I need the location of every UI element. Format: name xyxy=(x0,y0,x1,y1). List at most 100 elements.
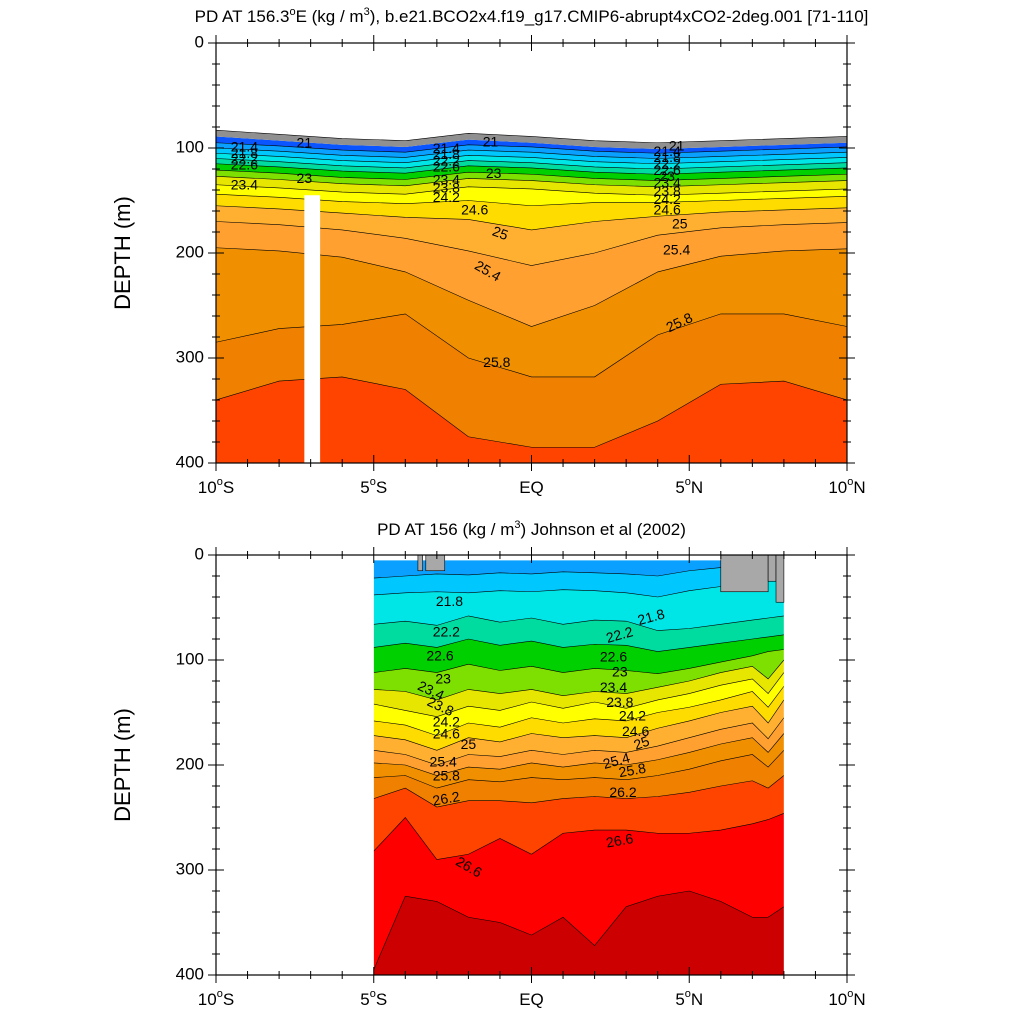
density-band xyxy=(373,649,784,700)
contour-label: 24.2 xyxy=(619,707,646,723)
contour-line xyxy=(373,686,785,736)
contour-label: 22.6 xyxy=(433,159,460,175)
x-tick-main: 10 xyxy=(198,478,217,497)
x-tick-degree: o xyxy=(370,476,376,488)
x-tick-main: 5 xyxy=(675,478,684,497)
x-tick-label: 5oN xyxy=(675,988,703,1009)
contour-label: 25 xyxy=(490,223,510,243)
contour-label: 24.6 xyxy=(622,723,649,739)
contour-label: 23.4 xyxy=(433,171,460,187)
contour-label: 24.2 xyxy=(433,714,460,730)
contour-line xyxy=(373,733,785,776)
contour-line xyxy=(373,659,785,701)
density-band xyxy=(216,205,847,266)
contour-label: 23 xyxy=(435,671,451,687)
contour-label: 26.6 xyxy=(605,830,635,851)
density-band xyxy=(216,148,847,164)
contour-line xyxy=(373,649,784,674)
density-band xyxy=(216,376,847,463)
contour-label: 21 xyxy=(483,133,499,149)
contour-label: 23.4 xyxy=(600,679,627,695)
x-tick-degree: o xyxy=(685,476,691,488)
contour-label: 25.8 xyxy=(483,354,510,370)
contour-label: 24.6 xyxy=(461,202,488,218)
x-tick-degree: o xyxy=(685,988,691,1000)
contour-label: 25.4 xyxy=(663,242,690,258)
x-tick-degree: o xyxy=(370,988,376,1000)
chart-title: PD AT 156.3oE (kg / m3), b.e21.BCO2x4.f1… xyxy=(195,6,869,26)
contour-label: 26.2 xyxy=(609,784,636,800)
contour-label: 22.2 xyxy=(604,623,635,646)
x-tick-main: 5 xyxy=(360,478,369,497)
contour-line xyxy=(216,169,847,181)
density-band xyxy=(373,561,784,597)
title-part: ), b.e21.BCO2x4.f19_g17.CMIP6-abrupt4xCO… xyxy=(370,7,869,26)
y-tick-label: 400 xyxy=(176,452,204,471)
contour-label: 22.2 xyxy=(433,152,460,168)
contour-label: 21 xyxy=(297,135,313,151)
contour-line xyxy=(216,193,847,207)
x-tick-main: EQ xyxy=(519,990,544,1009)
density-band xyxy=(216,136,847,154)
density-band xyxy=(216,158,847,175)
density-band xyxy=(373,576,784,631)
title-part: 3 xyxy=(364,6,370,18)
x-tick-hemisphere: S xyxy=(376,990,387,1009)
contour-line xyxy=(373,672,785,718)
x-tick-label: 5oN xyxy=(675,476,703,497)
contour-label: 24.2 xyxy=(433,189,460,205)
contour-line xyxy=(373,717,785,766)
contour-label: 23.4 xyxy=(231,177,258,193)
title-part: o xyxy=(289,6,295,18)
density-band xyxy=(373,686,784,751)
contour-label: 24.6 xyxy=(433,725,460,741)
x-tick-label: 5oS xyxy=(360,476,387,497)
contour-line xyxy=(373,699,785,751)
y-tick-label: 0 xyxy=(195,544,204,563)
contour-line xyxy=(216,205,847,231)
contour-line xyxy=(216,221,847,266)
y-tick-label: 200 xyxy=(176,754,204,773)
x-tick-hemisphere: S xyxy=(376,478,387,497)
missing-data xyxy=(767,555,777,582)
title-part: E (kg / m xyxy=(296,7,364,26)
density-band xyxy=(216,194,847,230)
x-tick-main: EQ xyxy=(519,478,544,497)
y-tick-label: 0 xyxy=(195,32,204,51)
contour-line xyxy=(373,813,785,860)
contour-label: 22.2 xyxy=(231,150,258,166)
contour-label: 22.6 xyxy=(600,649,627,665)
contour-line xyxy=(373,634,784,652)
contour-line xyxy=(373,775,785,808)
contour-label: 24.6 xyxy=(654,202,681,218)
plot-area: 2121.421.822.222.62323.42121.421.822.222… xyxy=(216,129,847,463)
contour-label: 23.4 xyxy=(654,174,681,190)
contour-line xyxy=(216,158,847,170)
contour-label: 23 xyxy=(297,170,313,186)
y-tick-label: 300 xyxy=(176,347,204,366)
density-band xyxy=(373,672,784,736)
x-tick-degree: o xyxy=(847,988,853,1000)
y-tick-label: 100 xyxy=(176,137,204,156)
contour-label: 22.6 xyxy=(231,157,258,173)
y-tick-label: 400 xyxy=(176,964,204,983)
title-part: PD AT 156 (kg / m xyxy=(377,520,514,539)
contour-line xyxy=(216,247,847,327)
contour-label: 25.8 xyxy=(433,767,460,783)
contour-label: 26.2 xyxy=(431,788,461,809)
contour-label: 25 xyxy=(461,736,477,752)
x-tick-hemisphere: N xyxy=(691,478,703,497)
contour-label: 21.8 xyxy=(636,605,667,628)
x-tick-degree: o xyxy=(217,988,223,1000)
density-band xyxy=(216,176,847,196)
surface-strip xyxy=(216,130,847,150)
missing-data xyxy=(417,555,423,572)
model-panel: 2121.421.822.222.62323.42121.421.822.222… xyxy=(110,6,868,497)
contour-label: 23 xyxy=(612,663,628,679)
contour-label: 22.6 xyxy=(654,162,681,178)
x-tick-label: EQ xyxy=(519,478,544,497)
contour-line xyxy=(216,184,847,196)
